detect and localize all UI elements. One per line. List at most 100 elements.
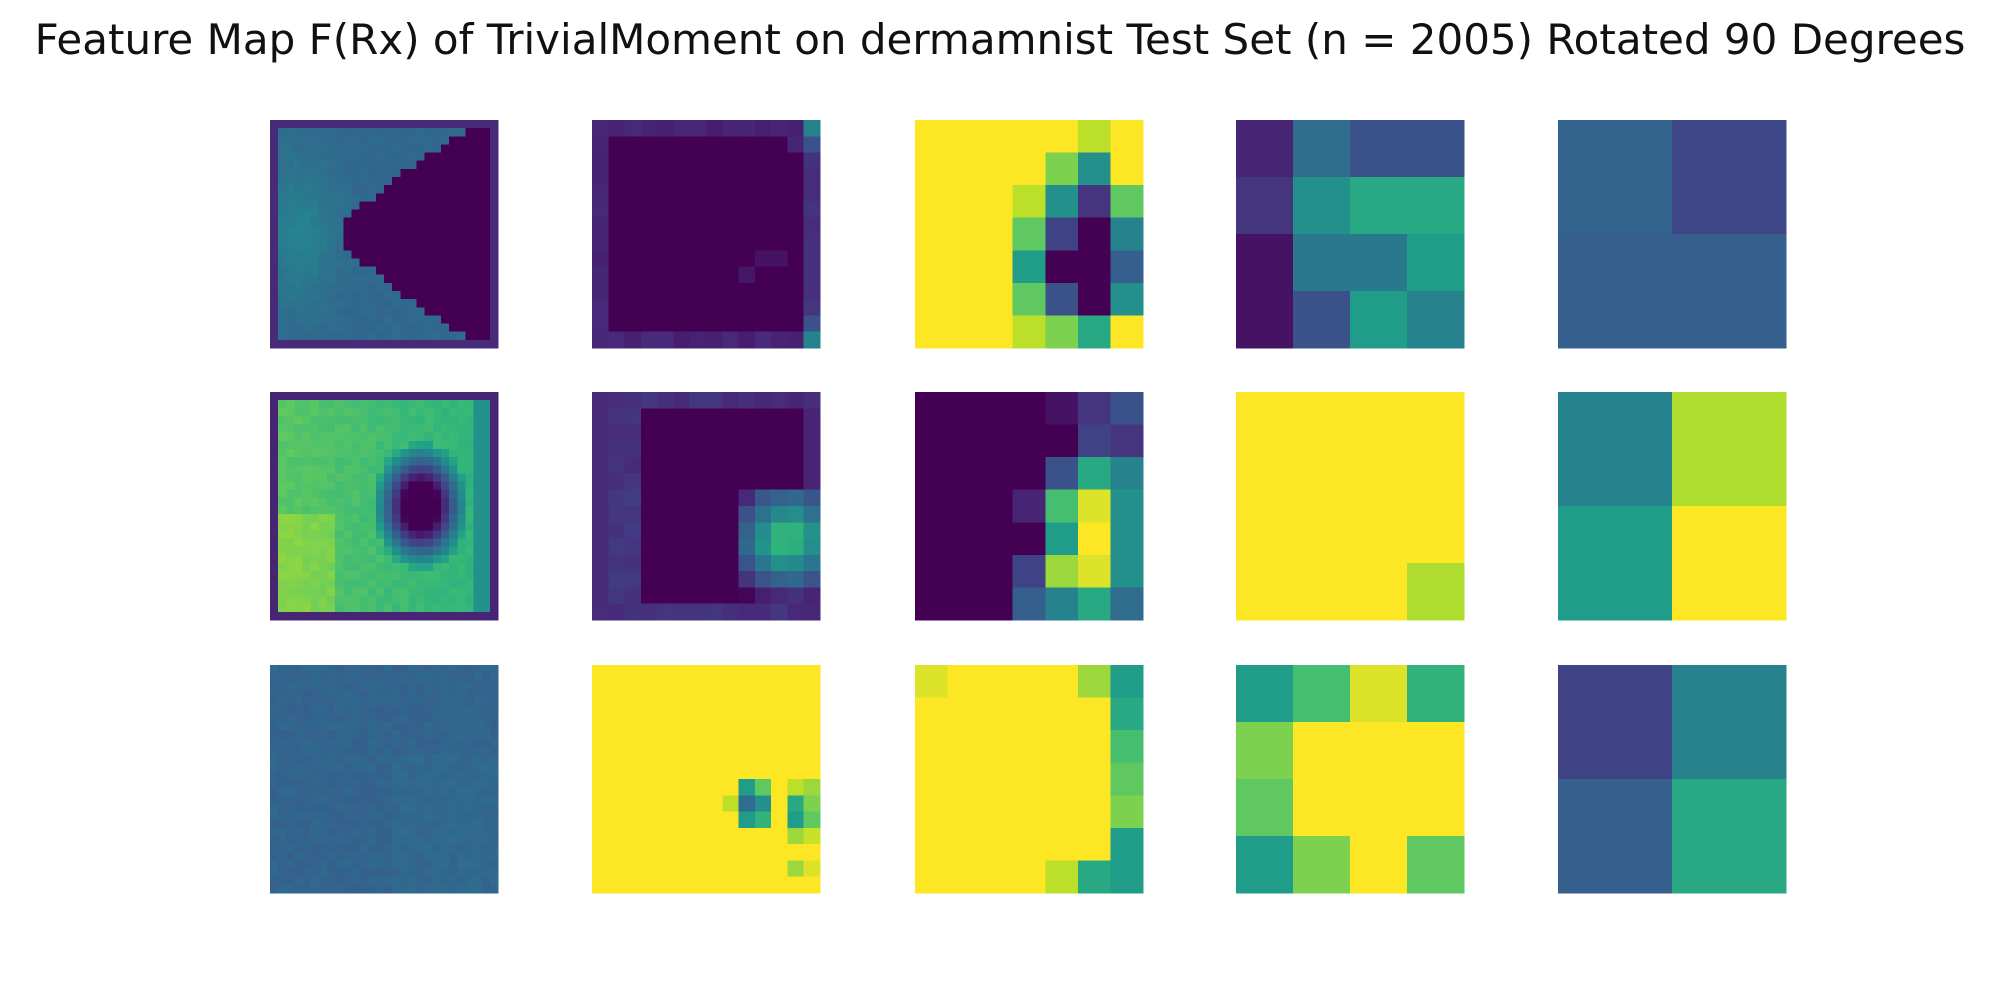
heatmap-cell (343, 530, 353, 540)
heatmap-cell (608, 554, 626, 572)
heatmap-cell (489, 489, 499, 499)
heatmap-cell (302, 746, 312, 756)
heatmap-cell (457, 282, 467, 292)
heatmap-cell (489, 787, 499, 796)
heatmap-cell (640, 762, 658, 780)
heatmap-cell (384, 779, 393, 788)
heatmap-cell (294, 689, 304, 699)
heatmap-cell (286, 514, 296, 523)
heatmap-cell (722, 234, 740, 251)
heatmap-cell (432, 217, 442, 227)
heatmap-cell (327, 738, 336, 748)
heatmap-cell (408, 331, 418, 341)
heatmap-cell (722, 876, 740, 894)
heatmap-cell (351, 177, 361, 186)
heatmap-cell (359, 489, 369, 499)
heatmap-cell (359, 473, 369, 483)
heatmap-cell (367, 250, 377, 260)
heatmap-cell (310, 681, 320, 691)
heatmap-cell (457, 603, 467, 613)
heatmap-cell (318, 217, 328, 227)
heatmap-cell (608, 234, 626, 251)
heatmap-cell (270, 697, 279, 707)
heatmap-cell (278, 689, 287, 699)
heatmap-cell (302, 400, 312, 409)
heatmap-cell (392, 689, 401, 699)
heatmap-cell (270, 595, 279, 605)
heatmap-cell (294, 563, 304, 572)
heatmap-cell (657, 762, 675, 780)
heatmap-cell (310, 193, 320, 203)
heatmap-cell (343, 291, 353, 300)
heatmap-cell (302, 152, 312, 162)
heatmap-cell (449, 416, 458, 426)
heatmap-cell (343, 738, 353, 748)
heatmap-cell (286, 722, 296, 731)
heatmap-cell (673, 201, 691, 219)
heatmap-cell (375, 465, 385, 475)
heatmap-cell (465, 579, 475, 589)
heatmap-cell (359, 506, 369, 515)
heatmap-cell (392, 868, 401, 878)
heatmap-cell (481, 705, 491, 715)
heatmap-cell (408, 836, 418, 845)
heatmap-cell (592, 331, 609, 349)
heatmap-cell (915, 152, 949, 186)
heatmap-cell (449, 770, 458, 780)
heatmap-cell (592, 234, 609, 251)
heatmap-cell (657, 234, 675, 251)
heatmap-cell (608, 299, 626, 317)
heatmap-cell (294, 282, 304, 292)
heatmap-cell (980, 489, 1014, 523)
heatmap-cell (408, 713, 418, 723)
heatmap-cell (335, 787, 344, 796)
heatmap-cell (689, 489, 707, 507)
heatmap-cell (384, 611, 393, 621)
heatmap-cell (278, 738, 287, 748)
heatmap-cell (367, 579, 377, 589)
heatmap-cell (465, 307, 475, 317)
heatmap-cell (367, 713, 377, 723)
heatmap-cell (392, 571, 401, 580)
heatmap-cell (416, 819, 426, 829)
heatmap-cell (657, 185, 675, 203)
heatmap-cell (302, 481, 312, 491)
heatmap-cell (400, 860, 410, 870)
heatmap-cell (915, 730, 949, 764)
heatmap-cell (351, 432, 361, 442)
heatmap-cell (294, 160, 304, 170)
heatmap-cell (351, 408, 361, 418)
heatmap-cell (457, 611, 467, 621)
heatmap-cell (1077, 120, 1112, 154)
heatmap-cell (318, 339, 328, 349)
heatmap-cell (449, 665, 458, 674)
heatmap-cell (424, 770, 434, 780)
heatmap-cell (400, 538, 410, 548)
heatmap-cell (335, 730, 344, 739)
heatmap-cell (754, 522, 772, 540)
heatmap-cell (424, 779, 434, 788)
heatmap-cell (351, 884, 361, 894)
heatmap-cell (481, 730, 491, 739)
heatmap-cell (432, 770, 442, 780)
heatmap-cell (359, 315, 369, 325)
heatmap-cell (384, 705, 393, 715)
heatmap-cell (738, 522, 756, 540)
heatmap-cell (310, 611, 320, 621)
heatmap-cell (278, 457, 287, 466)
heatmap-cell (771, 713, 789, 731)
heatmap-cell (432, 225, 442, 235)
heatmap-cell (465, 554, 475, 564)
heatmap-cell (706, 234, 723, 251)
heatmap-cell (343, 266, 353, 276)
heatmap-cell (392, 481, 401, 491)
heatmap-cell (318, 611, 328, 621)
heatmap-cell (473, 168, 483, 178)
heatmap-cell (689, 844, 707, 862)
heatmap-cell (392, 587, 401, 597)
heatmap-cell (473, 844, 483, 853)
heatmap-cell (400, 587, 410, 597)
heatmap-cell (673, 571, 691, 589)
heatmap-cell (302, 506, 312, 515)
heatmap-cell (270, 416, 279, 426)
